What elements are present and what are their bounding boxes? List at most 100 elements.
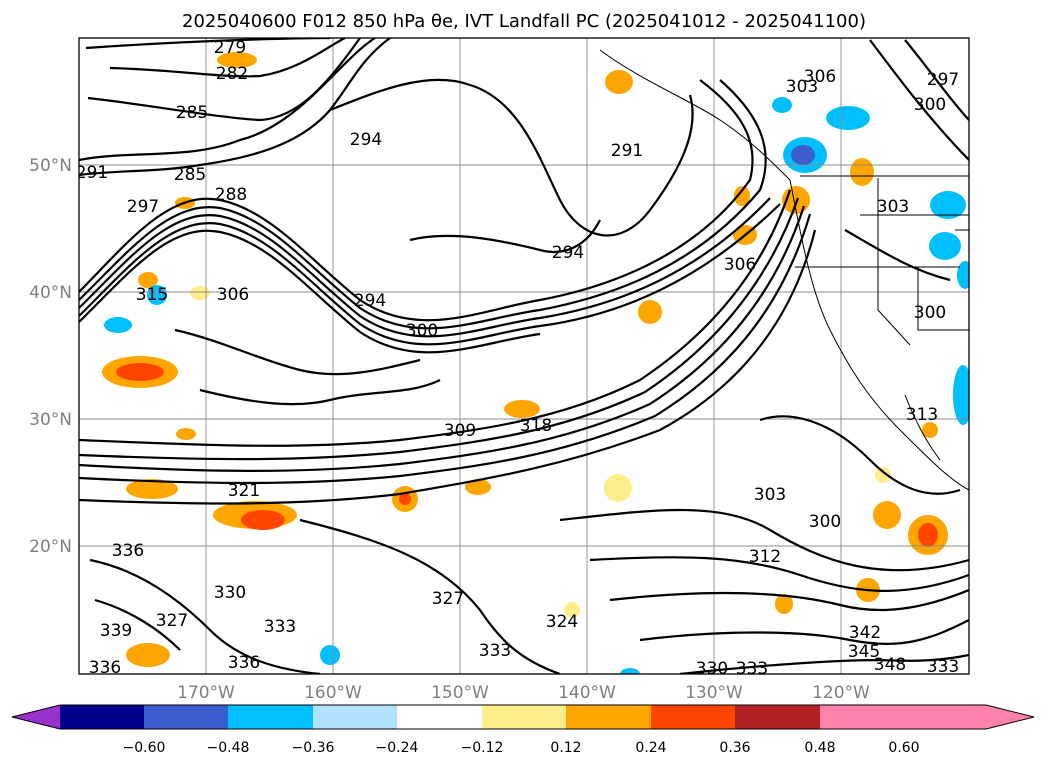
shade-blob — [620, 668, 640, 674]
colorbar-segment — [144, 705, 228, 729]
contour-line — [79, 38, 376, 162]
contour-line — [79, 189, 792, 447]
border-line — [877, 178, 911, 346]
contour-label: 297 — [127, 197, 159, 217]
contour-label: 303 — [754, 485, 786, 505]
contour-line — [589, 556, 969, 592]
shade-blob — [138, 272, 158, 288]
colorbar-segment — [735, 705, 820, 729]
contour-label: 327 — [432, 589, 464, 609]
contour-line — [639, 619, 969, 646]
colorbar-tick: 0.60 — [888, 740, 919, 756]
contour-label: 318 — [520, 416, 552, 436]
lat-label: 30°N — [29, 410, 72, 430]
border-line — [917, 267, 969, 331]
lat-label: 20°N — [29, 537, 72, 557]
contour-label: 336 — [112, 541, 144, 561]
lat-label: 50°N — [29, 156, 72, 176]
colorbar-tick: −0.60 — [123, 740, 166, 756]
contour-label: 306 — [804, 67, 836, 87]
colorbar-segment — [482, 705, 566, 729]
coastline — [599, 49, 791, 181]
contour-line — [79, 203, 781, 346]
contour-label: 333 — [264, 617, 296, 637]
contour-line — [174, 328, 421, 376]
contour-label: 291 — [76, 163, 108, 183]
contour-line — [79, 197, 800, 461]
contour-label: 303 — [786, 77, 818, 97]
contour-label: 342 — [849, 623, 881, 643]
contour-labels: 279 282 285 291 285 288 297 294 291 294 … — [76, 38, 959, 679]
contour-line — [609, 588, 969, 612]
lon-label: 170°W — [177, 683, 235, 703]
colorbar-extend-left — [12, 705, 60, 729]
contour-line — [559, 508, 969, 572]
colorbar-segment — [60, 705, 144, 729]
shade-blob — [638, 300, 662, 324]
shade-blob — [791, 145, 815, 165]
shade-blob — [399, 493, 411, 505]
shade-blob — [241, 510, 285, 530]
colorbar-segment — [566, 705, 651, 729]
graticule — [79, 38, 969, 674]
contour-line — [87, 38, 361, 122]
contour-line — [109, 38, 346, 78]
lon-label: 160°W — [304, 683, 362, 703]
map-panel: 279 282 285 291 285 288 297 294 291 294 … — [29, 37, 970, 703]
coastlines — [599, 49, 969, 491]
contour-line — [79, 229, 817, 505]
contour-label: 330 — [214, 583, 246, 603]
contour-line — [759, 415, 961, 495]
contour-label: 336 — [228, 653, 260, 673]
lon-label: 130°W — [685, 683, 743, 703]
colorbar-segment — [397, 705, 482, 729]
shade-blob — [564, 602, 580, 618]
contour-label: 294 — [350, 130, 382, 150]
contour-label: 300 — [809, 512, 841, 532]
contour-label: 300 — [914, 95, 946, 115]
shade-blob — [604, 474, 632, 502]
contour-label: 336 — [89, 658, 121, 678]
contour-line — [329, 78, 694, 237]
shade-blob — [957, 261, 969, 289]
contour-label: 345 — [848, 642, 880, 662]
contour-line — [299, 518, 561, 674]
colorbar-tick: 0.48 — [804, 740, 835, 756]
contour-label: 348 — [874, 655, 906, 675]
contour-label: 327 — [156, 611, 188, 631]
contour-label: 333 — [927, 657, 959, 677]
shade-blob — [217, 52, 257, 68]
contour-line — [869, 39, 969, 161]
shade-blob — [605, 70, 633, 94]
contour-label: 306 — [724, 255, 756, 275]
theta-e-contours — [79, 38, 969, 674]
pc-shading — [102, 52, 969, 674]
shade-blob — [116, 363, 164, 381]
shade-blob — [190, 286, 210, 300]
contour-line — [79, 79, 754, 322]
shade-blob — [929, 232, 961, 260]
shade-blob — [176, 428, 196, 440]
contour-label: 313 — [906, 405, 938, 425]
colorbar-tick: −0.48 — [207, 740, 250, 756]
map-background — [79, 38, 969, 674]
contour-label: 339 — [100, 621, 132, 641]
lon-label: 150°W — [431, 683, 489, 703]
shade-blob — [918, 523, 938, 547]
shade-blob — [873, 501, 901, 529]
colorbar-tick: 0.36 — [719, 740, 750, 756]
contour-line — [79, 79, 767, 330]
colorbar-tick: −0.12 — [461, 740, 504, 756]
shade-blob — [504, 400, 540, 418]
contour-label: 288 — [215, 185, 247, 205]
colorbar-segment — [651, 705, 735, 729]
shade-blob — [953, 365, 969, 425]
contour-label: 312 — [749, 547, 781, 567]
contour-label: 330 — [696, 659, 728, 679]
contour-line — [79, 197, 771, 338]
lat-label: 40°N — [29, 283, 72, 303]
shade-blob — [126, 479, 178, 499]
colorbar-segment — [313, 705, 397, 729]
colorbar-segment — [820, 705, 904, 729]
contour-label: 291 — [611, 141, 643, 161]
